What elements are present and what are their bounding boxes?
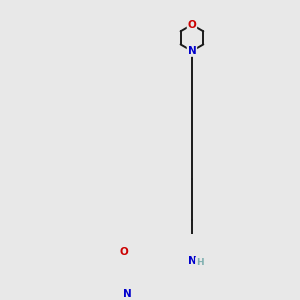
Text: N: N [188,46,196,56]
Text: H: H [196,258,203,267]
Text: N: N [123,289,132,299]
Text: O: O [119,247,128,257]
Text: N: N [188,256,196,266]
Text: O: O [188,20,196,30]
